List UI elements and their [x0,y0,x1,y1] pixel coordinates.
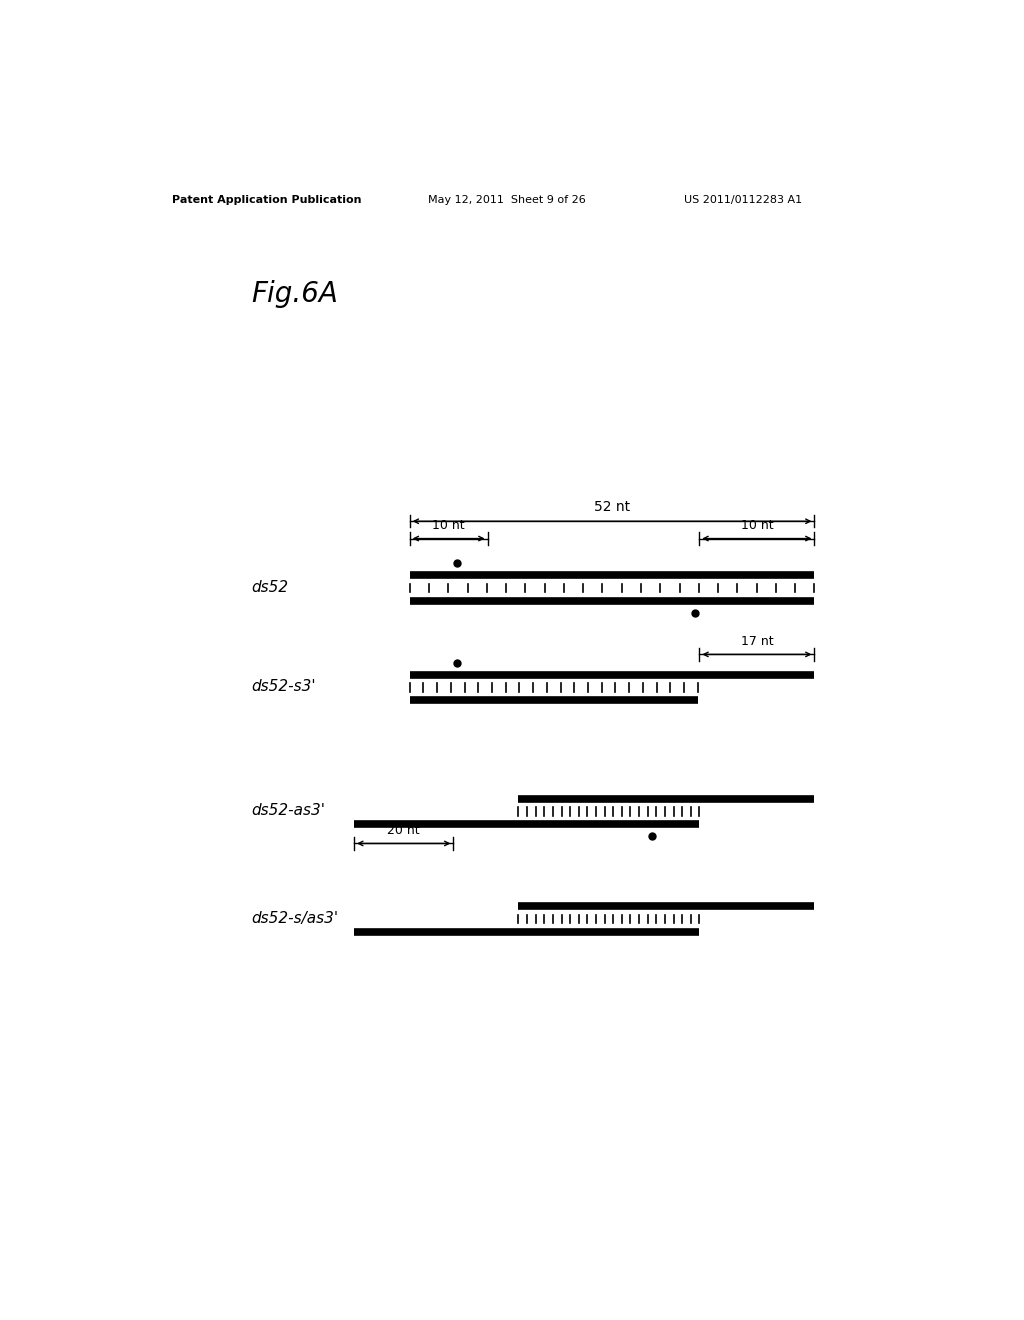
Text: 52 nt: 52 nt [594,500,630,515]
Text: 17 nt: 17 nt [740,635,773,648]
Text: Patent Application Publication: Patent Application Publication [172,195,361,205]
Text: ds52-as3': ds52-as3' [251,804,325,818]
Text: May 12, 2011  Sheet 9 of 26: May 12, 2011 Sheet 9 of 26 [428,195,586,205]
Text: 10 nt: 10 nt [740,520,773,532]
Text: 10 nt: 10 nt [432,520,465,532]
Text: ds52-s3': ds52-s3' [251,680,315,694]
Text: ds52-s/as3': ds52-s/as3' [251,911,338,927]
Text: 20 nt: 20 nt [387,825,420,837]
Text: Fig.6A: Fig.6A [251,280,338,309]
Text: ds52: ds52 [251,579,288,595]
Text: US 2011/0112283 A1: US 2011/0112283 A1 [684,195,802,205]
